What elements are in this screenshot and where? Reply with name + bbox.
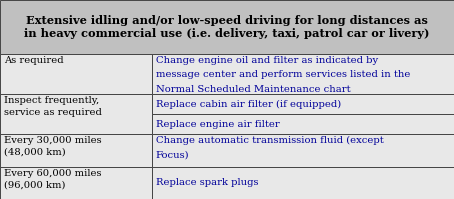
Text: Change engine oil and filter as indicated by: Change engine oil and filter as indicate… [156,56,378,65]
Bar [152,95,454,114]
Bar [0,95,152,134]
Text: Inspect frequently,
service as required: Inspect frequently, service as required [4,97,102,117]
Text: Normal Scheduled Maintenance chart: Normal Scheduled Maintenance chart [156,85,350,94]
Text: Change automatic transmission fluid (except: Change automatic transmission fluid (exc… [156,136,384,145]
Text: Every 60,000 miles
(96,000 km): Every 60,000 miles (96,000 km) [4,169,101,189]
Text: As required: As required [4,56,63,65]
Text: Replace cabin air filter (if equipped): Replace cabin air filter (if equipped) [156,100,341,109]
Bar [0,54,152,95]
Text: Replace spark plugs: Replace spark plugs [156,178,258,187]
Bar [152,167,454,199]
Bar [0,167,152,199]
Text: Every 30,000 miles
(48,000 km): Every 30,000 miles (48,000 km) [4,136,101,157]
Text: Extensive idling and/or low-speed driving for long distances as: Extensive idling and/or low-speed drivin… [26,15,428,26]
Bar [152,134,454,167]
Bar [0,0,454,54]
Text: message center and perform services listed in the: message center and perform services list… [156,70,410,79]
Bar [152,54,454,95]
Text: Focus): Focus) [156,151,189,160]
Bar [0,134,152,167]
Text: Replace engine air filter: Replace engine air filter [156,120,280,129]
Text: in heavy commercial use (i.e. delivery, taxi, patrol car or livery): in heavy commercial use (i.e. delivery, … [24,28,430,39]
Bar [152,114,454,134]
